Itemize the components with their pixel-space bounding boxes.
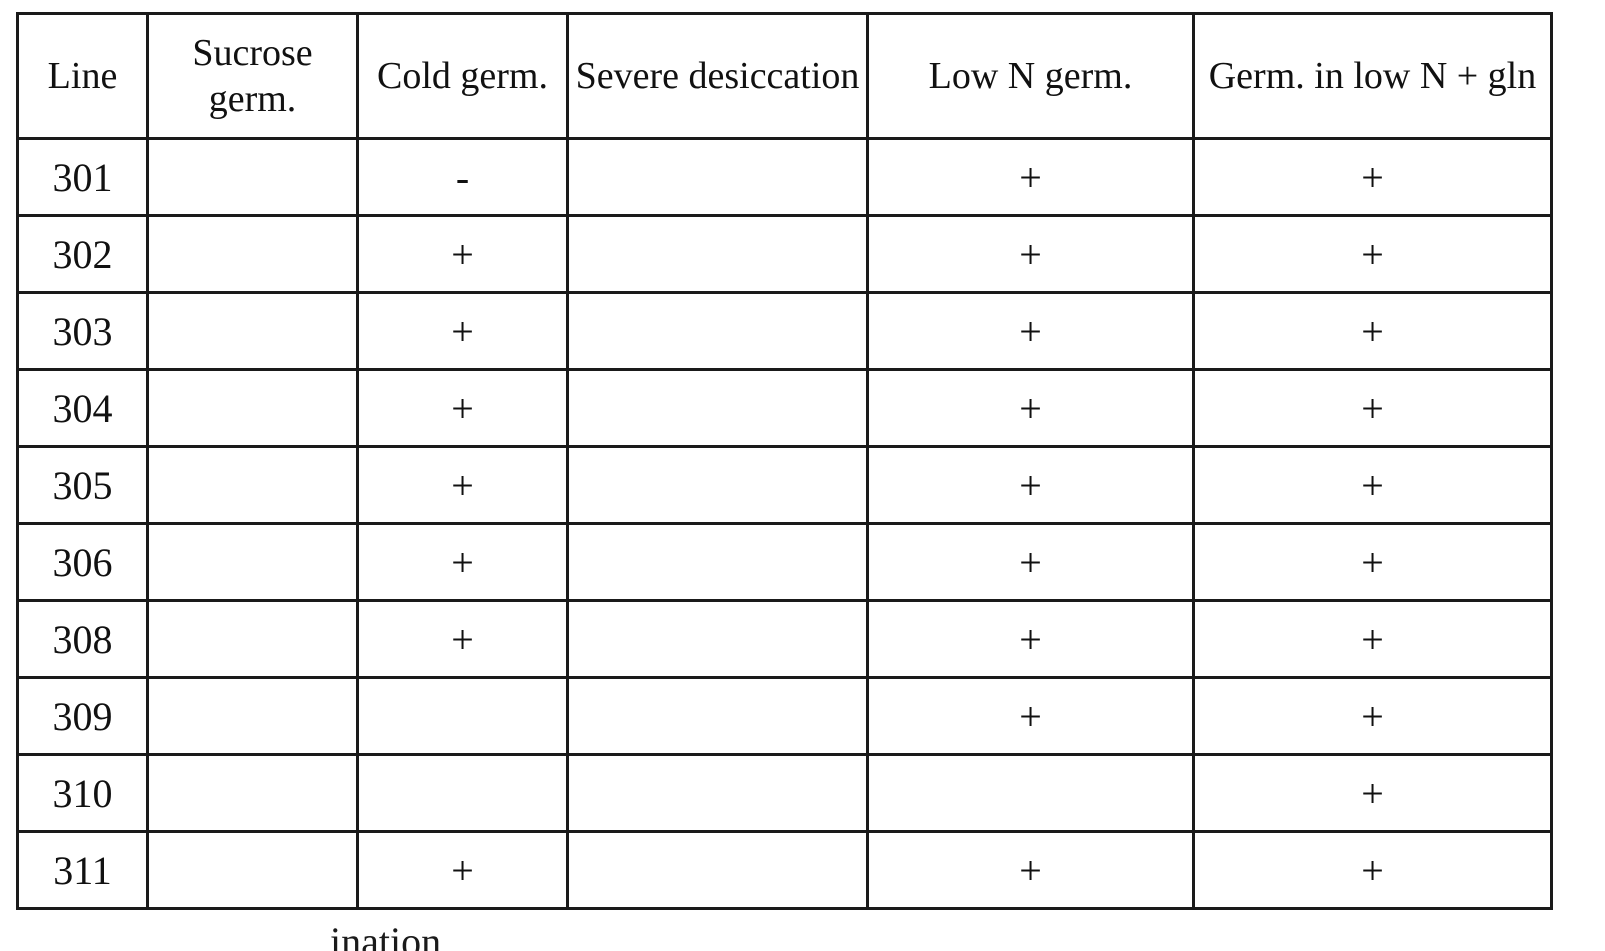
table-body: 301-++302+++303+++304+++305+++306+++308+… bbox=[18, 139, 1552, 909]
cell-cold: - bbox=[358, 139, 568, 216]
cell-cold: + bbox=[358, 293, 568, 370]
cell-cold: + bbox=[358, 216, 568, 293]
cell-line: 309 bbox=[18, 678, 148, 755]
cell-sucrose bbox=[148, 524, 358, 601]
cell-sucrose bbox=[148, 755, 358, 832]
cell-severe bbox=[568, 216, 868, 293]
cell-gln: + bbox=[1194, 139, 1552, 216]
table-row: 303+++ bbox=[18, 293, 1552, 370]
cell-severe bbox=[568, 139, 868, 216]
table-row: 304+++ bbox=[18, 370, 1552, 447]
table-row: 310 + bbox=[18, 755, 1552, 832]
cell-severe bbox=[568, 755, 868, 832]
cell-lown: + bbox=[868, 447, 1194, 524]
cell-gln: + bbox=[1194, 370, 1552, 447]
header-severe-desiccation: Severe desiccation bbox=[568, 14, 868, 139]
cell-line: 310 bbox=[18, 755, 148, 832]
cell-line: 311 bbox=[18, 832, 148, 909]
cell-sucrose bbox=[148, 601, 358, 678]
table-row: 306+++ bbox=[18, 524, 1552, 601]
cell-cold: + bbox=[358, 370, 568, 447]
cell-gln: + bbox=[1194, 293, 1552, 370]
cell-cold: + bbox=[358, 832, 568, 909]
cell-line: 302 bbox=[18, 216, 148, 293]
cell-line: 304 bbox=[18, 370, 148, 447]
cell-lown: + bbox=[868, 370, 1194, 447]
cell-lown: + bbox=[868, 524, 1194, 601]
cell-lown: + bbox=[868, 216, 1194, 293]
cell-lown: + bbox=[868, 678, 1194, 755]
cell-gln: + bbox=[1194, 755, 1552, 832]
cell-sucrose bbox=[148, 293, 358, 370]
cell-severe bbox=[568, 524, 868, 601]
cell-severe bbox=[568, 601, 868, 678]
cell-gln: + bbox=[1194, 601, 1552, 678]
table-row: 301 - ++ bbox=[18, 139, 1552, 216]
table-row: 309 ++ bbox=[18, 678, 1552, 755]
cell-gln: + bbox=[1194, 832, 1552, 909]
cell-lown bbox=[868, 755, 1194, 832]
cell-gln: + bbox=[1194, 524, 1552, 601]
results-table-container: Line Sucrose germ. Cold germ. Severe des… bbox=[16, 12, 1553, 910]
table-row: 305+++ bbox=[18, 447, 1552, 524]
header-low-n-germ: Low N germ. bbox=[868, 14, 1194, 139]
cell-sucrose bbox=[148, 216, 358, 293]
table-header-row: Line Sucrose germ. Cold germ. Severe des… bbox=[18, 14, 1552, 139]
cell-severe bbox=[568, 832, 868, 909]
cell-sucrose bbox=[148, 370, 358, 447]
header-cold-germ: Cold germ. bbox=[358, 14, 568, 139]
cell-gln: + bbox=[1194, 216, 1552, 293]
table-row: 302+++ bbox=[18, 216, 1552, 293]
cell-lown: + bbox=[868, 601, 1194, 678]
cell-cold bbox=[358, 755, 568, 832]
cell-severe bbox=[568, 370, 868, 447]
cell-line: 306 bbox=[18, 524, 148, 601]
cell-gln: + bbox=[1194, 678, 1552, 755]
cell-line: 305 bbox=[18, 447, 148, 524]
cell-lown: + bbox=[868, 139, 1194, 216]
cell-cold: + bbox=[358, 601, 568, 678]
table-row: 311+++ bbox=[18, 832, 1552, 909]
cell-cold: + bbox=[358, 447, 568, 524]
cell-line: 301 bbox=[18, 139, 148, 216]
cell-lown: + bbox=[868, 832, 1194, 909]
cell-line: 308 bbox=[18, 601, 148, 678]
cell-sucrose bbox=[148, 678, 358, 755]
cell-severe bbox=[568, 293, 868, 370]
header-sucrose-germ: Sucrose germ. bbox=[148, 14, 358, 139]
cell-sucrose bbox=[148, 832, 358, 909]
header-line: Line bbox=[18, 14, 148, 139]
cell-cold: + bbox=[358, 524, 568, 601]
cell-line: 303 bbox=[18, 293, 148, 370]
cell-lown: + bbox=[868, 293, 1194, 370]
cell-severe bbox=[568, 447, 868, 524]
cell-severe bbox=[568, 678, 868, 755]
cell-cold bbox=[358, 678, 568, 755]
table-row: 308+++ bbox=[18, 601, 1552, 678]
germination-results-table: Line Sucrose germ. Cold germ. Severe des… bbox=[16, 12, 1553, 910]
cell-gln: + bbox=[1194, 447, 1552, 524]
footer-text-fragment: ination bbox=[330, 912, 441, 951]
cell-sucrose bbox=[148, 447, 358, 524]
header-germ-low-n-gln: Germ. in low N + gln bbox=[1194, 14, 1552, 139]
cell-sucrose bbox=[148, 139, 358, 216]
